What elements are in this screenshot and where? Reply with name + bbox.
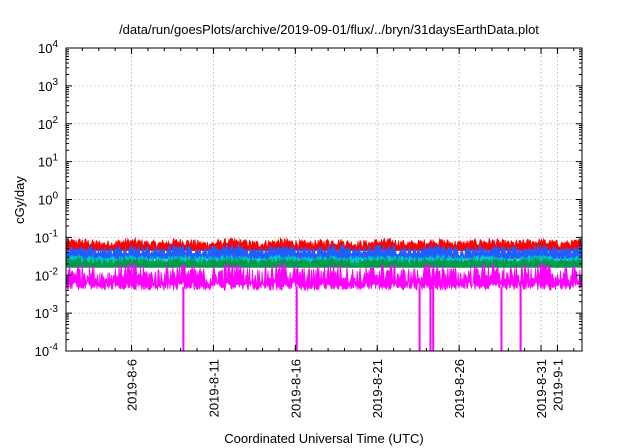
x-axis-label: Coordinated Universal Time (UTC) (224, 431, 423, 446)
y-tick-label: 104 (38, 39, 58, 56)
x-tick-label: 2019-8-6 (125, 359, 140, 411)
grid (66, 48, 582, 351)
x-tick-label: 2019-8-31 (534, 359, 549, 418)
y-axis-label: cGy/day (12, 176, 27, 224)
x-tick-label: 2019-8-26 (452, 359, 467, 418)
y-tick-label: 10-1 (35, 228, 59, 245)
y-tick-label: 103 (38, 77, 58, 94)
y-tick-label: 10-2 (35, 266, 59, 283)
y-tick-label: 10-4 (35, 342, 59, 359)
x-tick-label: 2019-8-16 (288, 359, 303, 418)
y-tick-label: 101 (38, 153, 58, 170)
y-tick-label: 100 (38, 191, 58, 208)
y-tick-label: 10-3 (35, 304, 59, 321)
x-tick-label: 2019-8-11 (206, 359, 221, 417)
chart-title: /data/run/goesPlots/archive/2019-09-01/f… (119, 22, 539, 37)
series-layer (65, 236, 583, 351)
x-axis: 2019-8-6 2019-8-11 2019-8-16 2019-8-21 2019-… (65, 48, 575, 418)
y-tick-label: 102 (38, 115, 58, 132)
x-tick-label: 2019-8-21 (370, 359, 385, 418)
x-tick-label: 2019-9-1 (550, 359, 565, 411)
y-axis: 10-4 10-3 10-2 10-1 100 101 102 103 104 (35, 39, 582, 359)
